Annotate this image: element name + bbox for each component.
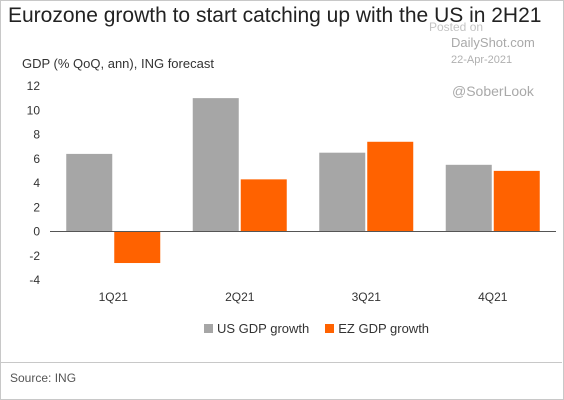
watermark-site: DailyShot.com (451, 35, 535, 50)
legend-swatch-ez (325, 324, 335, 333)
y-tick-label: -4 (29, 273, 40, 287)
us-bar-2q21 (192, 98, 239, 232)
y-tick-label: 10 (27, 103, 41, 117)
legend-swatch-us (204, 324, 213, 333)
legend-item-us: US GDP growth (204, 321, 309, 336)
x-tick-label: 4Q21 (478, 290, 508, 304)
ez-bar-3q21 (367, 141, 414, 232)
ez-bar-4q21 (493, 170, 540, 232)
y-tick-label: -2 (29, 249, 40, 263)
x-tick-label: 1Q21 (99, 290, 129, 304)
legend-item-ez: EZ GDP growth (325, 321, 429, 336)
x-tick-labels: 1Q21 2Q21 3Q21 4Q21 (99, 290, 508, 304)
bars (66, 98, 540, 264)
legend-label-us: US GDP growth (217, 321, 310, 336)
watermark-posted: Posted on (429, 20, 484, 34)
y-tick-label: 8 (33, 128, 40, 142)
source-note: Source: ING (10, 371, 77, 385)
legend-label-ez: EZ GDP growth (338, 321, 430, 336)
y-tick-label: 12 (27, 79, 41, 93)
y-tick-label: 2 (33, 200, 40, 214)
watermark-date: 22-Apr-2021 (451, 54, 513, 66)
y-axis-title: GDP (% QoQ, ann), ING forecast (22, 56, 214, 71)
x-tick-label: 3Q21 (352, 290, 382, 304)
us-bar-4q21 (445, 164, 492, 232)
ez-bar-1q21 (114, 231, 161, 264)
ez-bar-2q21 (240, 179, 287, 232)
x-tick-label: 2Q21 (225, 290, 255, 304)
y-tick-label: 0 (33, 225, 40, 239)
legend: US GDP growth EZ GDP growth (204, 321, 429, 336)
chart-title: Eurozone growth to start catching up wit… (8, 4, 542, 27)
watermark-handle: @SoberLook (452, 83, 534, 99)
y-tick-labels: -4 -2 0 2 4 6 8 10 12 (27, 79, 41, 287)
us-bar-3q21 (319, 152, 366, 232)
y-tick-label: 6 (33, 152, 40, 166)
y-tick-label: 4 (33, 176, 40, 190)
us-bar-1q21 (66, 153, 113, 232)
footer-divider (0, 362, 562, 363)
